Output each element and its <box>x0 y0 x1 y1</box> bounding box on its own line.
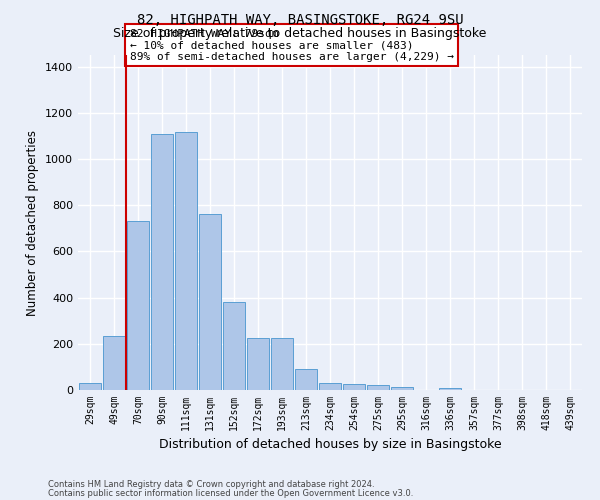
Bar <box>199 214 221 390</box>
Text: 82 HIGHPATH WAY: 79sqm
← 10% of detached houses are smaller (483)
89% of semi-de: 82 HIGHPATH WAY: 79sqm ← 10% of detached… <box>130 28 454 62</box>
Bar <box>367 386 389 390</box>
Bar <box>439 388 461 390</box>
Bar <box>223 302 245 390</box>
Bar <box>127 222 149 390</box>
Bar <box>391 386 413 390</box>
Text: 82, HIGHPATH WAY, BASINGSTOKE, RG24 9SU: 82, HIGHPATH WAY, BASINGSTOKE, RG24 9SU <box>137 12 463 26</box>
Bar <box>319 383 341 390</box>
Text: Contains public sector information licensed under the Open Government Licence v3: Contains public sector information licen… <box>48 488 413 498</box>
Bar <box>247 338 269 390</box>
Bar <box>295 369 317 390</box>
Bar <box>79 383 101 390</box>
Y-axis label: Number of detached properties: Number of detached properties <box>26 130 40 316</box>
Bar <box>343 384 365 390</box>
Bar <box>175 132 197 390</box>
Text: Size of property relative to detached houses in Basingstoke: Size of property relative to detached ho… <box>113 28 487 40</box>
Bar <box>151 134 173 390</box>
Text: Contains HM Land Registry data © Crown copyright and database right 2024.: Contains HM Land Registry data © Crown c… <box>48 480 374 489</box>
Bar <box>271 338 293 390</box>
X-axis label: Distribution of detached houses by size in Basingstoke: Distribution of detached houses by size … <box>158 438 502 452</box>
Bar <box>103 336 125 390</box>
